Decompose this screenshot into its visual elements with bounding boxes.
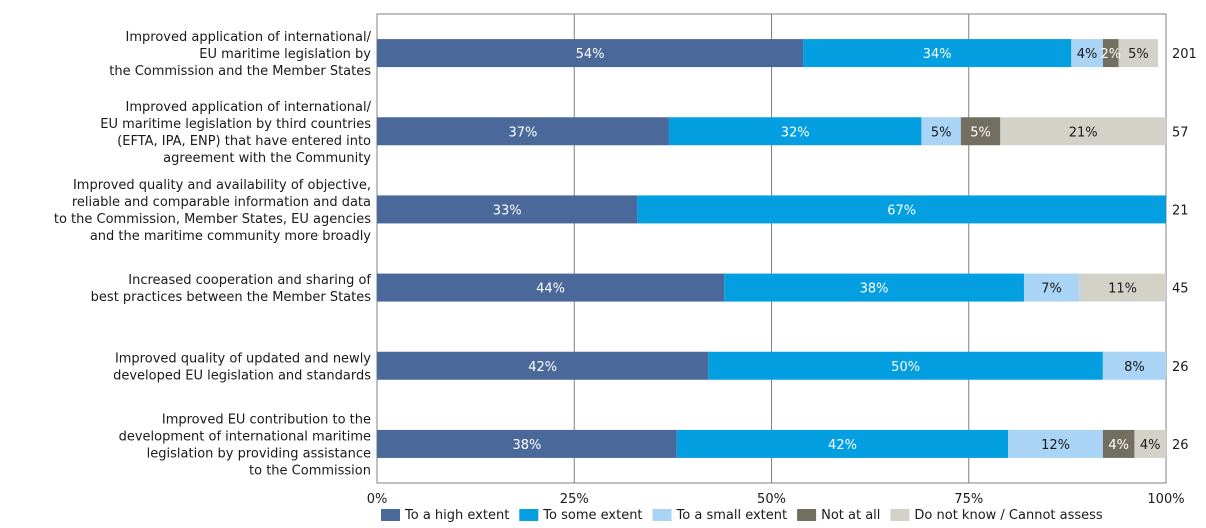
- total-label: 26: [1172, 438, 1189, 453]
- bar-segment: [1102, 351, 1166, 380]
- total-labels: 201 57 21 45 26 26: [1172, 47, 1197, 453]
- x-axis-ticks: 0% 25% 50% 75% 100%: [367, 492, 1185, 507]
- data-label: 44%: [536, 282, 565, 297]
- category-label: Improved application of international/EU…: [109, 30, 371, 79]
- category-labels: Improved application of international/EU…: [54, 30, 372, 478]
- data-label: 37%: [509, 125, 538, 140]
- bar-segment: [1118, 39, 1159, 68]
- x-tick-label: 25%: [560, 492, 589, 507]
- data-label: 67%: [887, 203, 916, 218]
- category-label: Improved quality of updated and newly dev…: [113, 351, 371, 383]
- legend-swatch: [797, 509, 817, 521]
- bar-segment: [921, 117, 961, 146]
- data-label: 42%: [828, 438, 857, 453]
- bar-segment: [377, 195, 638, 224]
- legend-label: Not at all: [821, 508, 880, 523]
- bar-segment: [1008, 429, 1103, 458]
- legend-label: Do not know / Cannot assess: [914, 508, 1103, 523]
- legend: To a high extent To some extent To a small…: [381, 508, 1103, 523]
- legend-label: To a small extent: [676, 508, 788, 523]
- category-label: Improved application of international/EU…: [100, 100, 371, 166]
- bar-segment: [724, 273, 1024, 302]
- bar-segment: [377, 117, 669, 146]
- data-label: 38%: [512, 438, 541, 453]
- data-label: 5%: [1128, 47, 1149, 62]
- legend-label: To some extent: [542, 508, 642, 523]
- data-label: 50%: [891, 360, 920, 375]
- data-label: 54%: [576, 47, 605, 62]
- bar-segment: [1102, 39, 1119, 68]
- data-label: 42%: [528, 360, 557, 375]
- legend-swatch: [890, 509, 910, 521]
- total-label: 201: [1172, 47, 1197, 62]
- gridlines: [573, 14, 970, 483]
- bar-segment: [668, 117, 922, 146]
- bar-segment: [803, 39, 1072, 68]
- bar-segment: [377, 39, 804, 68]
- data-label: 34%: [923, 47, 952, 62]
- category-label: Improved EU contribution to the developme…: [119, 412, 371, 478]
- bar-segment: [377, 429, 677, 458]
- legend-swatch: [381, 509, 400, 521]
- data-label: 2%: [1100, 47, 1121, 62]
- bar-segment: [676, 429, 1009, 458]
- x-tick-label: 0%: [367, 492, 388, 507]
- category-label: Improved quality and availability of obj…: [54, 178, 371, 244]
- total-label: 21: [1172, 203, 1189, 218]
- data-label: 5%: [931, 125, 952, 140]
- data-label: 38%: [860, 282, 889, 297]
- bar-segment: [637, 195, 1166, 224]
- data-label: 5%: [970, 125, 991, 140]
- x-tick-label: 50%: [757, 492, 786, 507]
- x-tick-label: 75%: [954, 492, 983, 507]
- category-label: Increased cooperation and sharing of best…: [91, 273, 372, 305]
- data-label: 7%: [1041, 282, 1062, 297]
- bar-segment: [1102, 429, 1135, 458]
- bar-segment: [1023, 273, 1080, 302]
- total-label: 45: [1172, 282, 1189, 297]
- bar-segment: [1079, 273, 1166, 302]
- data-label: 4%: [1140, 438, 1161, 453]
- data-label: 4%: [1077, 47, 1098, 62]
- data-label: 11%: [1108, 282, 1137, 297]
- bars: [377, 39, 1166, 458]
- total-label: 26: [1172, 360, 1189, 375]
- bar-segment: [1134, 429, 1166, 458]
- bar-segment: [1000, 117, 1166, 146]
- x-tick-label: 100%: [1147, 492, 1184, 507]
- legend-label: To a high extent: [404, 508, 509, 523]
- legend-swatch: [652, 509, 672, 521]
- bar-segment: [960, 117, 1001, 146]
- data-label: 21%: [1069, 125, 1098, 140]
- bar-segment: [377, 273, 725, 302]
- bar-segment: [377, 351, 709, 380]
- data-label: 32%: [781, 125, 810, 140]
- data-label: 4%: [1108, 438, 1129, 453]
- data-label: 8%: [1124, 360, 1145, 375]
- data-label: 33%: [493, 203, 522, 218]
- total-label: 57: [1172, 125, 1189, 140]
- data-labels: 54% 34% 4% 2% 5%37% 32% 5% 5% 21%33% 67%44% 38% 7% 1…: [493, 47, 1161, 453]
- legend-swatch: [519, 509, 539, 521]
- bar-segment: [708, 351, 1103, 380]
- data-label: 12%: [1041, 438, 1070, 453]
- bar-segment: [1071, 39, 1103, 68]
